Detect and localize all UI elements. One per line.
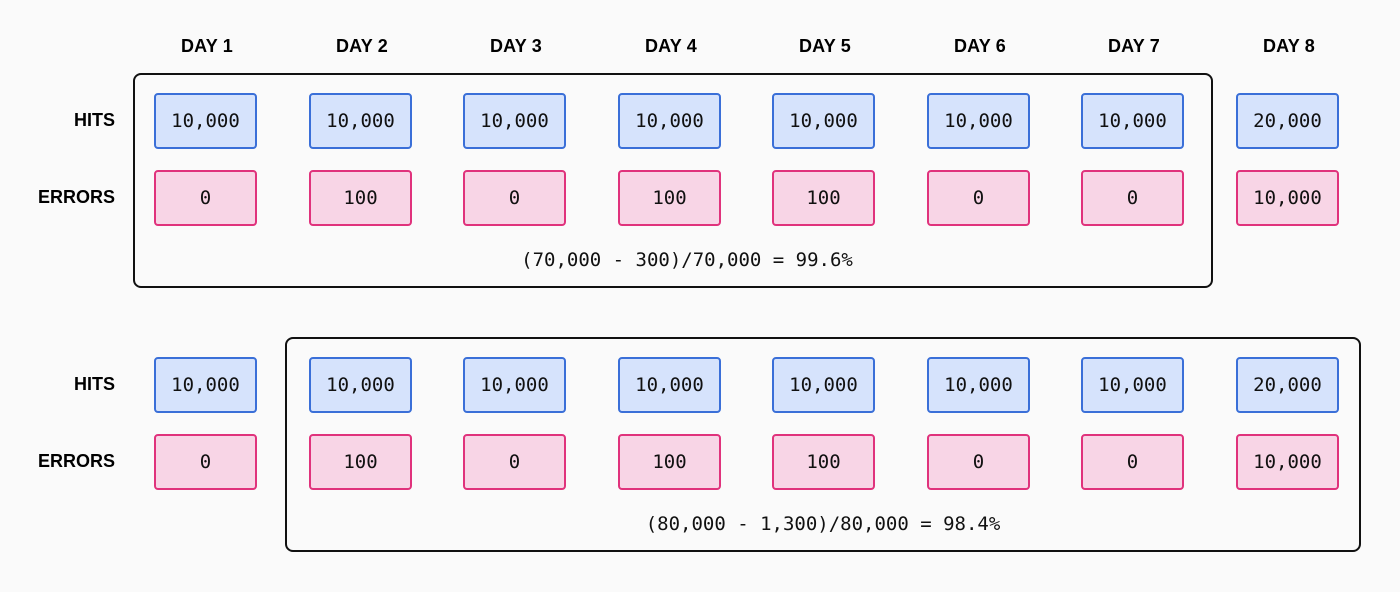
hits-cell: 10,000 (309, 93, 412, 149)
day-header: DAY 1 (180, 36, 234, 56)
hits-cell: 10,000 (463, 357, 566, 413)
errors-cell: 0 (1081, 434, 1184, 490)
hits-cell: 10,000 (1081, 357, 1184, 413)
hits-cell: 10,000 (154, 93, 257, 149)
day-header: DAY 5 (798, 36, 852, 56)
hits-row-label: HITS (73, 374, 115, 394)
errors-cell: 0 (463, 170, 566, 226)
hits-cell: 10,000 (772, 357, 875, 413)
hits-cell: 10,000 (309, 357, 412, 413)
hits-cell: 10,000 (1081, 93, 1184, 149)
errors-cell: 0 (1081, 170, 1184, 226)
errors-cell: 10,000 (1236, 434, 1339, 490)
day-header: DAY 3 (489, 36, 543, 56)
hits-cell: 20,000 (1236, 357, 1339, 413)
hits-cell: 10,000 (463, 93, 566, 149)
hits-cell: 10,000 (154, 357, 257, 413)
day-header: DAY 6 (953, 36, 1007, 56)
day-header: DAY 8 (1262, 36, 1316, 56)
errors-cell: 100 (309, 170, 412, 226)
errors-cell: 100 (618, 170, 721, 226)
errors-cell: 0 (463, 434, 566, 490)
errors-cell: 10,000 (1236, 170, 1339, 226)
errors-cell: 0 (927, 434, 1030, 490)
errors-cell: 100 (618, 434, 721, 490)
errors-cell: 0 (154, 434, 257, 490)
hits-cell: 10,000 (927, 93, 1030, 149)
hits-row-label: HITS (73, 110, 115, 130)
day-header: DAY 2 (335, 36, 389, 56)
errors-row-label: ERRORS (37, 451, 115, 471)
rolling-window-box (133, 73, 1213, 288)
hits-cell: 20,000 (1236, 93, 1339, 149)
errors-cell: 100 (772, 170, 875, 226)
day-header: DAY 4 (644, 36, 698, 56)
hits-cell: 10,000 (927, 357, 1030, 413)
availability-formula: (70,000 - 300)/70,000 = 99.6% (521, 249, 853, 271)
hits-cell: 10,000 (618, 93, 721, 149)
errors-cell: 100 (772, 434, 875, 490)
hits-cell: 10,000 (618, 357, 721, 413)
availability-formula: (80,000 - 1,300)/80,000 = 98.4% (645, 513, 1001, 535)
errors-row-label: ERRORS (37, 187, 115, 207)
errors-cell: 0 (154, 170, 257, 226)
day-header: DAY 7 (1107, 36, 1161, 56)
errors-cell: 0 (927, 170, 1030, 226)
rolling-window-box (285, 337, 1361, 552)
hits-cell: 10,000 (772, 93, 875, 149)
errors-cell: 100 (309, 434, 412, 490)
